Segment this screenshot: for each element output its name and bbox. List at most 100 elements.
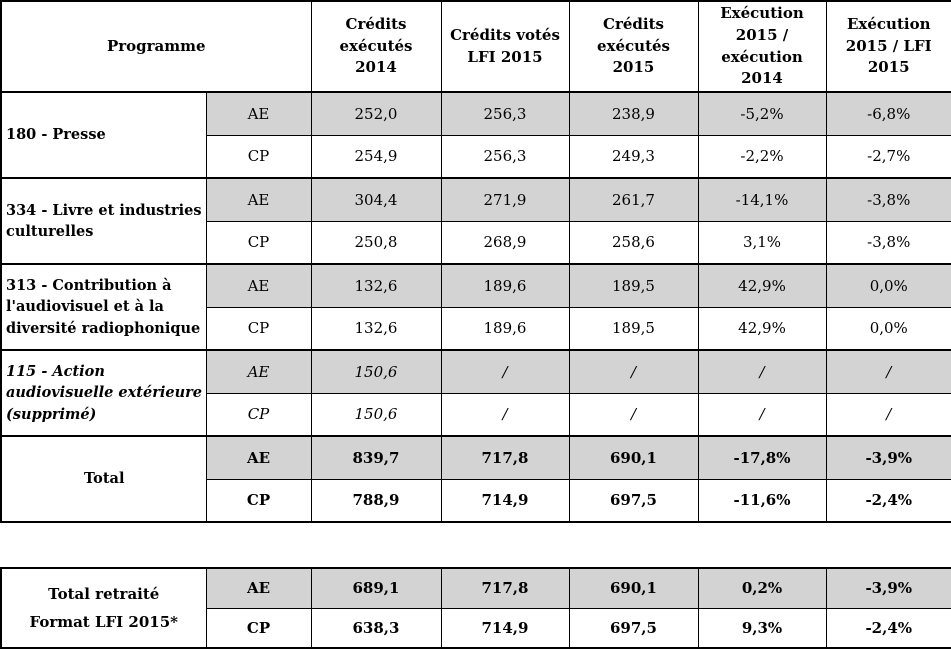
unit-cell: CP [205,478,312,523]
header-programme: Programme [0,0,312,93]
value-cell: 132,6 [310,306,442,351]
value-cell: 690,1 [568,567,699,609]
value-cell: -11,6% [697,478,827,523]
unit-cell: CP [205,306,312,351]
unit-cell: AE [205,177,312,222]
table-row: CP 250,8 268,9 258,6 3,1% -3,8% [1,220,951,265]
table-row: CP 638,3 714,9 697,5 9,3% -2,4% [1,607,951,649]
value-cell: 42,9% [697,306,827,351]
value-cell: / [697,392,827,437]
value-cell: 249,3 [568,134,699,179]
value-cell: 717,8 [440,567,570,609]
value-cell: 9,3% [697,607,827,649]
total-retraite-line2: Format LFI 2015* [29,613,178,631]
total-retraite-line1: Total retraité [48,584,160,603]
table-row: CP 150,6 / / / / [1,392,951,437]
value-cell: / [825,349,951,394]
value-cell: 189,5 [568,263,699,308]
table-row: Total AE 839,7 717,8 690,1 -17,8% -3,9% [0,435,951,523]
header-credits-executes-2014: Crédits exécutés 2014 [310,0,442,93]
value-cell: -6,8% [825,91,951,136]
value-cell: 254,9 [310,134,442,179]
program-name-cell: 180 - Presse [0,91,207,179]
unit-cell: AE [205,91,312,136]
table-row: Total retraité Format LFI 2015* AE 689,1… [0,567,951,649]
table-row: 334 - Livre et industries culturelles AE… [0,177,951,265]
program-name-cell: 313 - Contribution à l'audiovisuel et à … [0,263,207,351]
header-row: Programme Crédits exécutés 2014 Crédits … [0,0,951,93]
value-cell: -2,7% [825,134,951,179]
value-cell: 261,7 [568,177,699,222]
value-cell: -2,4% [825,478,951,523]
unit-cell: AE [205,435,312,480]
unit-cell: AE [205,349,312,394]
value-cell: / [825,392,951,437]
value-cell: 258,6 [568,220,699,265]
value-cell: 717,8 [440,435,570,480]
value-cell: 638,3 [310,607,442,649]
value-cell: / [440,392,570,437]
value-cell: 150,6 [310,349,442,394]
value-cell: 714,9 [440,607,570,649]
value-cell: 714,9 [440,478,570,523]
total-retraite-label-cell: Total retraité Format LFI 2015* [0,567,207,649]
unit-cell: CP [205,220,312,265]
table-row: 313 - Contribution à l'audiovisuel et à … [0,263,951,351]
table-row: 115 - Action audiovisuelle extérieure (s… [0,349,951,437]
header-credits-votes-lfi-2015: Crédits votés LFI 2015 [440,0,570,93]
value-cell: / [568,392,699,437]
value-cell: -5,2% [697,91,827,136]
value-cell: 189,6 [440,263,570,308]
program-name-cell: 334 - Livre et industries culturelles [0,177,207,265]
table-row: CP 254,9 256,3 249,3 -2,2% -2,7% [1,134,951,179]
value-cell: / [440,349,570,394]
total-retraite-table: Total retraité Format LFI 2015* AE 689,1… [0,567,951,649]
value-cell: 256,3 [440,134,570,179]
value-cell: -2,2% [697,134,827,179]
value-cell: 132,6 [310,263,442,308]
value-cell: 250,8 [310,220,442,265]
header-execution-2015-lfi: Exécution 2015 / LFI 2015 [825,0,951,93]
value-cell: 304,4 [310,177,442,222]
value-cell: 3,1% [697,220,827,265]
value-cell: 238,9 [568,91,699,136]
value-cell: -14,1% [697,177,827,222]
value-cell: 268,9 [440,220,570,265]
value-cell: 271,9 [440,177,570,222]
unit-cell: AE [205,567,312,609]
value-cell: 189,5 [568,306,699,351]
value-cell: / [697,349,827,394]
value-cell: / [568,349,699,394]
value-cell: 690,1 [568,435,699,480]
value-cell: 697,5 [568,607,699,649]
table-row: CP 132,6 189,6 189,5 42,9% 0,0% [1,306,951,351]
unit-cell: AE [205,263,312,308]
total-label-cell: Total [0,435,207,523]
value-cell: 689,1 [310,567,442,609]
header-execution-2015-2014: Exécution 2015 / exécution 2014 [697,0,827,93]
value-cell: -2,4% [825,607,951,649]
value-cell: 0,0% [825,306,951,351]
value-cell: 189,6 [440,306,570,351]
value-cell: 0,0% [825,263,951,308]
unit-cell: CP [205,392,312,437]
value-cell: 150,6 [310,392,442,437]
header-credits-executes-2015: Crédits exécutés 2015 [568,0,699,93]
table-row: 180 - Presse AE 252,0 256,3 238,9 -5,2% … [0,91,951,179]
table-row: CP 788,9 714,9 697,5 -11,6% -2,4% [1,478,951,523]
budget-execution-table: Programme Crédits exécutés 2014 Crédits … [0,0,951,523]
program-name-cell: 115 - Action audiovisuelle extérieure (s… [0,349,207,437]
value-cell: -3,8% [825,177,951,222]
value-cell: 252,0 [310,91,442,136]
value-cell: 256,3 [440,91,570,136]
unit-cell: CP [205,607,312,649]
unit-cell: CP [205,134,312,179]
value-cell: -17,8% [697,435,827,480]
value-cell: 839,7 [310,435,442,480]
value-cell: 42,9% [697,263,827,308]
value-cell: -3,9% [825,435,951,480]
value-cell: -3,9% [825,567,951,609]
value-cell: 697,5 [568,478,699,523]
value-cell: 788,9 [310,478,442,523]
value-cell: 0,2% [697,567,827,609]
